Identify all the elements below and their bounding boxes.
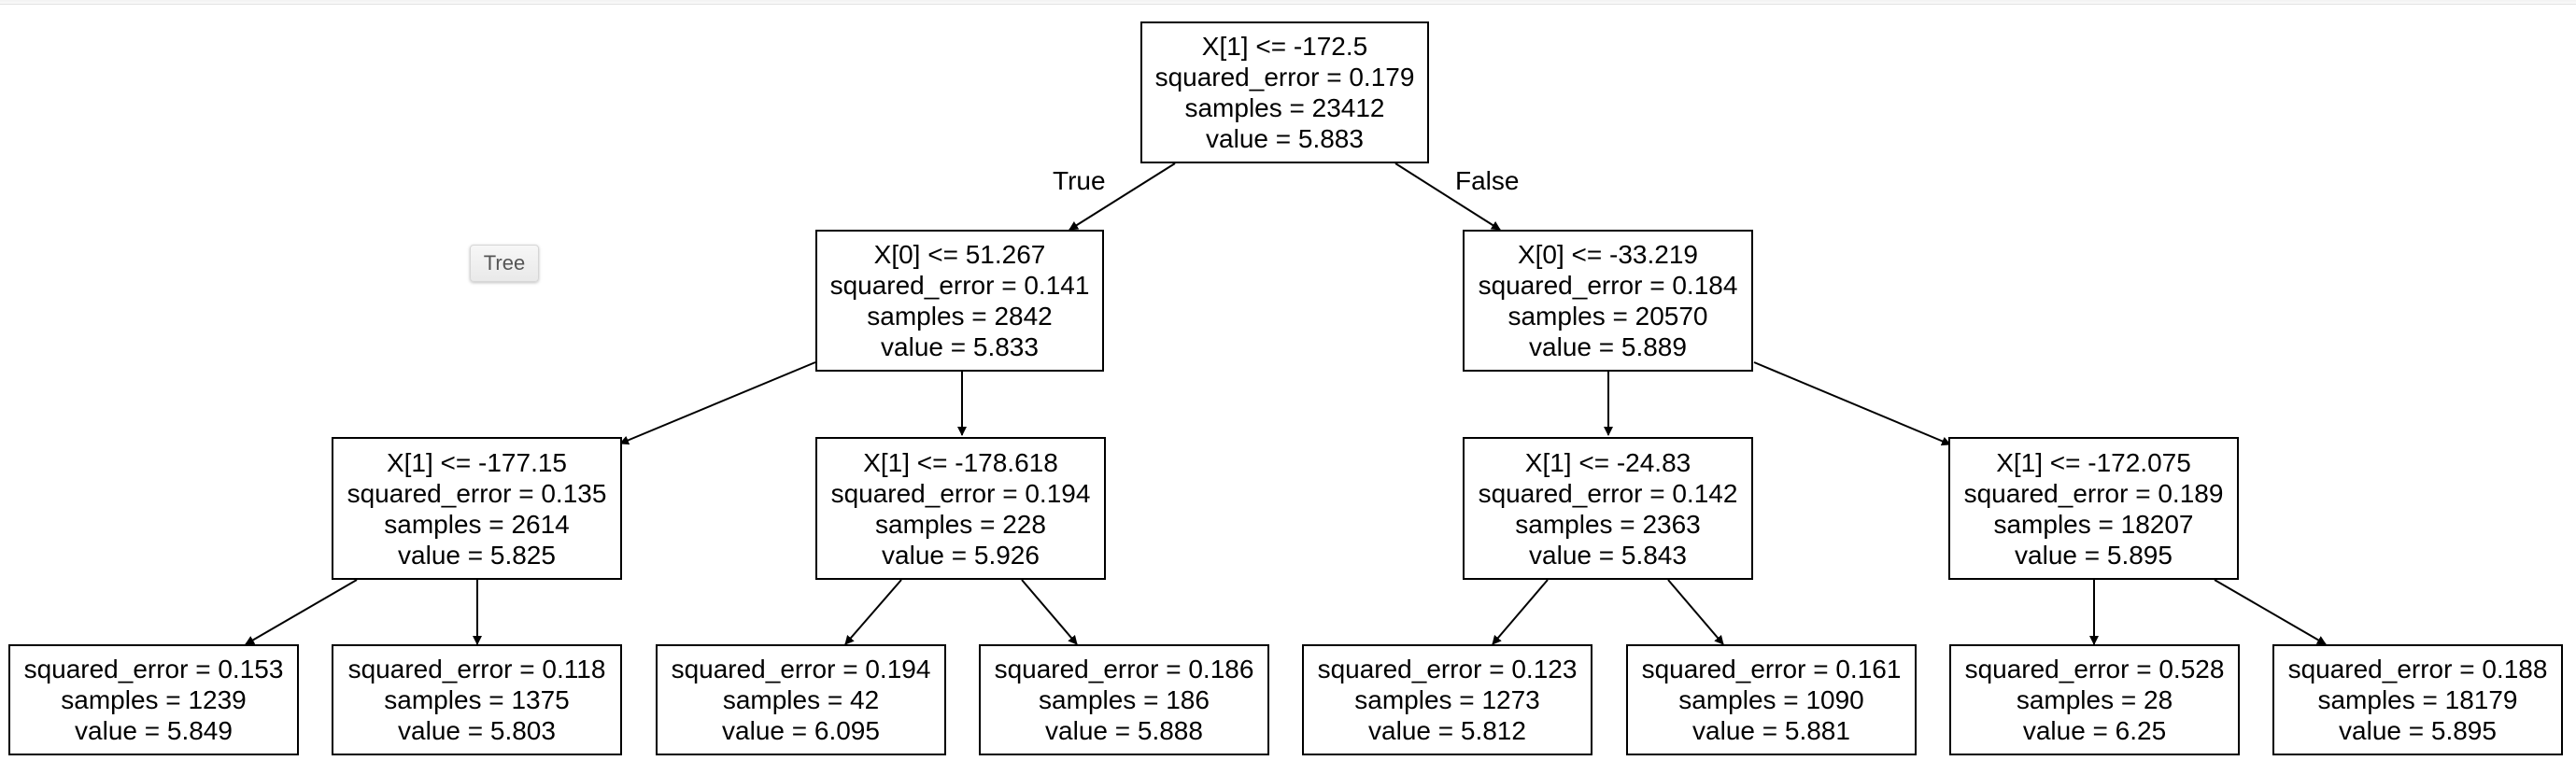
node-error: squared_error = 0.188 <box>2287 655 2548 683</box>
edge-n4-leaf4 <box>1021 579 1078 645</box>
node-samples: samples = 18179 <box>2317 685 2518 714</box>
node-samples: samples = 1273 <box>1354 685 1540 714</box>
node-value: value = 5.889 <box>1529 332 1687 361</box>
tree-leaf-1: squared_error = 0.153 samples = 1239 val… <box>8 644 299 755</box>
tree-leaf-8: squared_error = 0.188 samples = 18179 va… <box>2272 644 2563 755</box>
edge-n5-leaf6 <box>1667 579 1724 645</box>
node-error: squared_error = 0.184 <box>1478 271 1738 300</box>
edge-root-n1 <box>1069 162 1176 231</box>
edge-n1-n3 <box>619 361 816 445</box>
node-value: value = 5.803 <box>398 716 556 745</box>
tree-node-n4: X[1] <= -178.618 squared_error = 0.194 s… <box>815 437 1106 580</box>
node-condition: X[0] <= 51.267 <box>873 240 1046 269</box>
tree-leaf-2: squared_error = 0.118 samples = 1375 val… <box>332 644 622 755</box>
node-samples: samples = 42 <box>722 685 880 714</box>
node-error: squared_error = 0.153 <box>23 655 284 683</box>
node-value: value = 5.849 <box>75 716 233 745</box>
node-error: squared_error = 0.141 <box>829 271 1090 300</box>
tree-leaf-7: squared_error = 0.528 samples = 28 value… <box>1949 644 2240 755</box>
edge-n3-leaf1 <box>245 579 358 645</box>
node-condition: X[1] <= -177.15 <box>386 447 568 477</box>
tree-tooltip-button[interactable]: Tree <box>470 245 539 282</box>
node-value: value = 6.25 <box>2022 716 2167 745</box>
tree-leaf-6: squared_error = 0.161 samples = 1090 val… <box>1626 644 1917 755</box>
tree-node-n2: X[0] <= -33.219 squared_error = 0.184 sa… <box>1463 230 1753 372</box>
node-condition: X[1] <= -172.075 <box>1996 447 2191 477</box>
tree-node-n1: X[0] <= 51.267 squared_error = 0.141 sam… <box>815 230 1104 372</box>
node-samples: samples = 1239 <box>61 685 247 714</box>
node-value: value = 5.926 <box>882 540 1040 570</box>
node-samples: samples = 20570 <box>1507 302 1708 331</box>
tree-leaf-5: squared_error = 0.123 samples = 1273 val… <box>1302 644 1592 755</box>
tree-node-n6: X[1] <= -172.075 squared_error = 0.189 s… <box>1948 437 2239 580</box>
node-value: value = 5.812 <box>1368 716 1526 745</box>
node-samples: samples = 28 <box>2016 685 2173 714</box>
node-value: value = 5.883 <box>1206 124 1364 153</box>
edge-n6-leaf8 <box>2214 579 2327 645</box>
edge-n5-leaf5 <box>1492 579 1549 645</box>
node-samples: samples = 186 <box>1039 685 1210 714</box>
node-value: value = 5.833 <box>881 332 1039 361</box>
tree-leaf-3: squared_error = 0.194 samples = 42 value… <box>656 644 946 755</box>
node-error: squared_error = 0.186 <box>994 655 1254 683</box>
node-value: value = 5.881 <box>1692 716 1850 745</box>
node-value: value = 5.895 <box>2015 540 2173 570</box>
node-error: squared_error = 0.189 <box>1963 478 2224 508</box>
edge-n2-n6 <box>1753 361 1951 446</box>
node-samples: samples = 2842 <box>867 302 1053 331</box>
node-samples: samples = 2363 <box>1515 509 1701 539</box>
top-window-edge <box>0 0 2576 5</box>
edge-root-n2 <box>1394 162 1501 231</box>
edge-n4-leaf3 <box>844 579 902 645</box>
node-error: squared_error = 0.118 <box>347 655 606 683</box>
node-value: value = 5.888 <box>1045 716 1203 745</box>
node-error: squared_error = 0.135 <box>347 478 607 508</box>
node-value: value = 5.825 <box>398 540 556 570</box>
node-samples: samples = 2614 <box>384 509 570 539</box>
node-value: value = 5.895 <box>2339 716 2497 745</box>
edge-label-false: False <box>1455 166 1520 195</box>
node-error: squared_error = 0.194 <box>830 478 1091 508</box>
node-value: value = 6.095 <box>722 716 880 745</box>
tree-node-n3: X[1] <= -177.15 squared_error = 0.135 sa… <box>332 437 622 580</box>
node-samples: samples = 18207 <box>1993 509 2194 539</box>
edge-label-true: True <box>1053 166 1106 195</box>
node-error: squared_error = 0.179 <box>1154 63 1415 92</box>
node-error: squared_error = 0.142 <box>1478 478 1738 508</box>
node-samples: samples = 228 <box>875 509 1046 539</box>
node-samples: samples = 23412 <box>1184 93 1385 122</box>
node-condition: X[1] <= -178.618 <box>863 447 1058 477</box>
tree-node-n5: X[1] <= -24.83 squared_error = 0.142 sam… <box>1463 437 1753 580</box>
node-value: value = 5.843 <box>1529 540 1687 570</box>
node-samples: samples = 1090 <box>1678 685 1864 714</box>
node-error: squared_error = 0.123 <box>1317 655 1578 683</box>
tree-node-root: X[1] <= -172.5 squared_error = 0.179 sam… <box>1140 21 1429 163</box>
node-condition: X[1] <= -172.5 <box>1201 32 1368 61</box>
node-condition: X[0] <= -33.219 <box>1517 240 1699 269</box>
node-condition: X[1] <= -24.83 <box>1524 447 1691 477</box>
node-error: squared_error = 0.194 <box>671 655 931 683</box>
node-samples: samples = 1375 <box>384 685 570 714</box>
node-error: squared_error = 0.528 <box>1964 655 2225 683</box>
tree-leaf-4: squared_error = 0.186 samples = 186 valu… <box>979 644 1269 755</box>
node-error: squared_error = 0.161 <box>1641 655 1902 683</box>
